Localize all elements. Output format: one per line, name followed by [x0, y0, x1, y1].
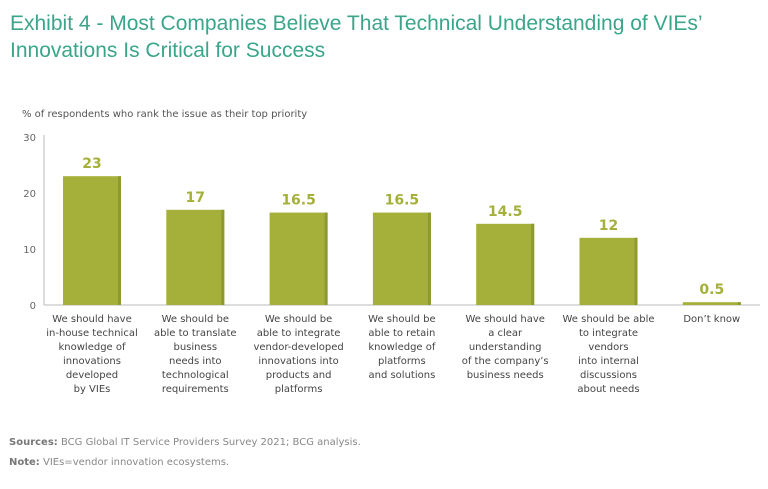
bar	[682, 302, 741, 305]
bar-shade	[634, 237, 638, 305]
note: Note: VIEs=vendor innovation ecosystems.	[9, 457, 229, 468]
bar-shade	[427, 212, 431, 305]
bar	[269, 212, 328, 305]
y-axis-label: % of respondents who rank the issue as t…	[22, 109, 308, 120]
x-tick-label-line: able to integrate	[256, 328, 341, 339]
x-tick-label-line: We should be	[161, 314, 230, 325]
note-text: VIEs=vendor innovation ecosystems.	[39, 457, 230, 468]
x-tick-label-line: developed	[65, 370, 119, 381]
x-tick-label-line: innovations	[63, 356, 121, 367]
bar-value-label: 16.5	[385, 193, 420, 209]
x-tick-label-line: Don’t know	[683, 314, 741, 325]
x-tick-label-line: vendor-developed	[253, 342, 344, 353]
x-tick-label-line: We should be able	[562, 314, 655, 325]
bar-value-label: 12	[599, 218, 618, 234]
chart-title: Exhibit 4 - Most Companies Believe That …	[10, 12, 702, 62]
bar	[579, 237, 638, 305]
x-tick-label-line: of the company’s	[461, 356, 549, 367]
x-tick-label-line: to integrate	[578, 328, 639, 339]
bar-chart: 0 10 20 30 23 17 16.5 16.5 14.5 12 0.5	[23, 133, 760, 312]
x-tick-label-line: able to translate	[154, 328, 237, 339]
x-tick-label: We should be able to retain knowledge of pl…	[350, 313, 454, 383]
x-tick-label-line: business needs	[466, 370, 544, 381]
bar-shade	[531, 223, 535, 305]
bar	[372, 212, 431, 305]
x-tick-label-line: into internal	[578, 356, 639, 367]
x-tick-label-line: a clear understanding	[468, 328, 542, 353]
x-tick-label-line: about needs	[577, 384, 640, 395]
bar-value-label: 16.5	[281, 193, 316, 209]
bar-shade	[221, 209, 225, 305]
x-tick-label-line: We should be	[368, 314, 436, 325]
x-tick-label-line: able to retain	[368, 328, 436, 339]
x-tick-label-line: by VIEs	[73, 384, 111, 395]
x-tick-label-line: requirements	[161, 384, 229, 395]
bar-value-label: 23	[82, 156, 101, 172]
x-tick-label-line: in-house technical	[46, 328, 138, 339]
y-tick-label: 0	[30, 301, 36, 312]
x-tick-label-line: vendors	[588, 342, 629, 353]
bar	[166, 209, 225, 305]
bar-shade	[737, 302, 741, 305]
sources: Sources: BCG Global IT Service Providers…	[9, 437, 361, 448]
x-tick-label: We should be able to translate business nee…	[143, 313, 247, 397]
x-tick-label-line: discussions	[579, 370, 638, 381]
x-tick-label-line: and solutions	[368, 370, 436, 381]
x-tick-label-line: We should be	[264, 314, 333, 325]
x-tick-label: We should have a clear understanding of th…	[453, 313, 557, 383]
x-tick-label: We should have in-house technical knowledg…	[40, 313, 144, 397]
bar-value-label: 17	[186, 190, 205, 206]
sources-text: BCG Global IT Service Providers Survey 2…	[57, 437, 361, 448]
x-tick-label-line: platforms	[378, 356, 426, 367]
y-tick-label: 10	[23, 245, 36, 256]
x-tick-label-line: knowledge of	[368, 342, 436, 353]
bar	[476, 223, 535, 305]
bar-shade	[118, 176, 121, 305]
sources-label: Sources:	[9, 437, 58, 448]
y-tick-label: 30	[23, 133, 36, 144]
x-tick-label-line: We should have	[465, 314, 545, 325]
y-tick-label: 20	[23, 189, 36, 200]
x-tick-label: We should be able to integrate vendors into…	[557, 313, 661, 397]
x-tick-label-line: platforms	[274, 384, 323, 395]
x-tick-label-line: business	[173, 342, 218, 353]
x-tick-label-line: innovations into	[258, 356, 339, 367]
x-tick-label-line: products and	[265, 370, 332, 381]
bar-value-label: 14.5	[488, 204, 523, 220]
bar-value-label: 0.5	[699, 282, 724, 298]
x-tick-label: Don’t know	[660, 313, 764, 327]
x-tick-label-line: We should have	[52, 314, 132, 325]
x-tick-label-line: knowledge of	[58, 342, 126, 353]
bar	[63, 176, 121, 305]
note-label: Note:	[9, 457, 40, 468]
x-tick-label-line: technological	[161, 370, 229, 381]
bar-shade	[324, 212, 328, 305]
x-tick-label: We should be able to integrate vendor-deve…	[247, 313, 351, 397]
x-tick-label-line: needs into	[169, 356, 222, 367]
